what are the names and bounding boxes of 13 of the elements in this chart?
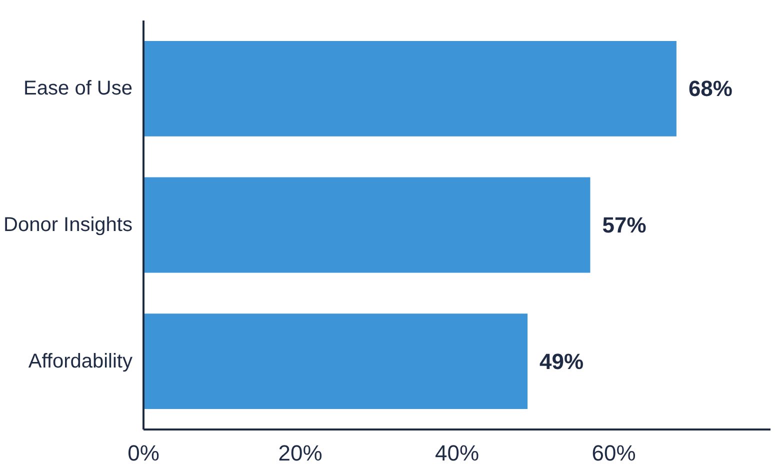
data-label: 68% bbox=[688, 76, 732, 102]
data-label: 57% bbox=[602, 212, 646, 238]
x-tick-label: 60% bbox=[592, 440, 636, 466]
y-tick-label: Ease of Use bbox=[24, 78, 133, 100]
x-tick-label: 0% bbox=[128, 440, 160, 466]
data-label: 49% bbox=[540, 348, 584, 374]
x-tick-label: 40% bbox=[434, 440, 480, 466]
bar bbox=[144, 177, 590, 273]
x-tick-label: 20% bbox=[278, 440, 322, 466]
bar bbox=[144, 40, 676, 136]
y-tick-label: Donor Insights bbox=[4, 214, 133, 236]
y-tick-label: Affordability bbox=[28, 350, 133, 372]
bar bbox=[144, 314, 528, 410]
